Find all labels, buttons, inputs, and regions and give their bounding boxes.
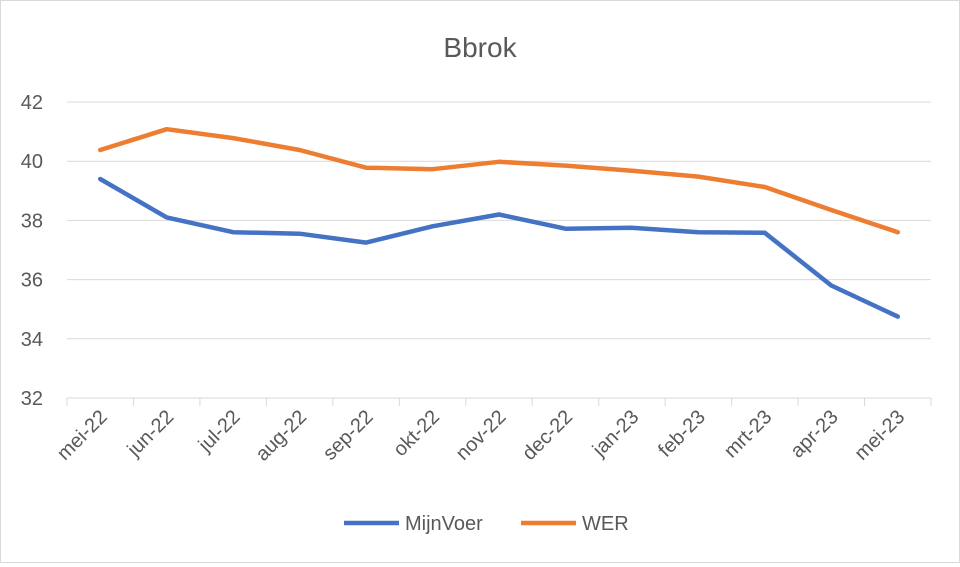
x-axis [66,397,932,406]
y-tick-label: 32 [21,388,43,410]
series-line-1 [97,126,901,235]
legend-label: MijnVoer [405,513,483,535]
y-tick-label: 36 [21,270,43,292]
series-lines [97,126,901,319]
x-tick-label: sep-22 [319,406,378,465]
y-tick-label: 34 [21,329,43,351]
x-tick-label: mrt-23 [720,406,776,462]
x-tick-label: jul-22 [194,406,245,457]
chart-title: Bbrok [443,32,517,63]
y-axis-labels: 32 34 36 38 40 42 [21,92,43,410]
x-tick-label: jan-23 [588,406,644,462]
y-tick-label: 42 [21,92,43,114]
y-tick-label: 40 [21,151,43,173]
grid-lines [67,101,931,340]
x-tick-label: feb-23 [654,406,710,462]
x-tick-label: jun-22 [123,406,179,462]
x-axis-labels: mei-22 jun-22 jul-22 aug-22 sep-22 okt-22 nov-… [53,406,909,466]
x-tick-label: mei-23 [851,406,910,465]
x-tick-label: okt-22 [389,406,444,461]
series-line-0 [97,176,901,319]
x-tick-label: apr-23 [786,406,842,462]
y-tick-label: 38 [21,210,43,232]
x-tick-label: nov-22 [452,406,511,465]
legend-label: WER [582,513,629,535]
legend: MijnVoer WER [344,513,629,535]
x-tick-label: dec-22 [518,406,577,465]
x-tick-label: aug-22 [252,406,312,466]
x-tick-label: mei-22 [53,406,112,465]
